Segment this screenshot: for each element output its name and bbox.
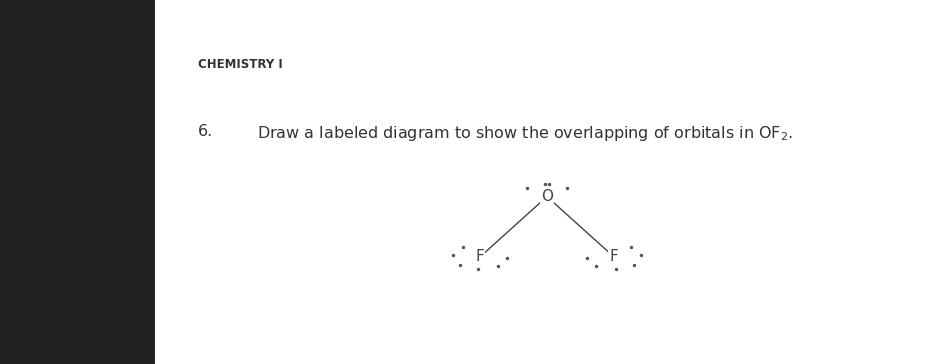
Text: F: F xyxy=(609,249,618,264)
Text: O: O xyxy=(541,189,553,204)
Text: Draw a labeled diagram to show the overlapping of orbitals in OF$_2$.: Draw a labeled diagram to show the overl… xyxy=(257,124,793,143)
Text: F: F xyxy=(476,249,485,264)
Text: CHEMISTRY I: CHEMISTRY I xyxy=(198,58,283,71)
Text: 6.: 6. xyxy=(198,124,213,139)
